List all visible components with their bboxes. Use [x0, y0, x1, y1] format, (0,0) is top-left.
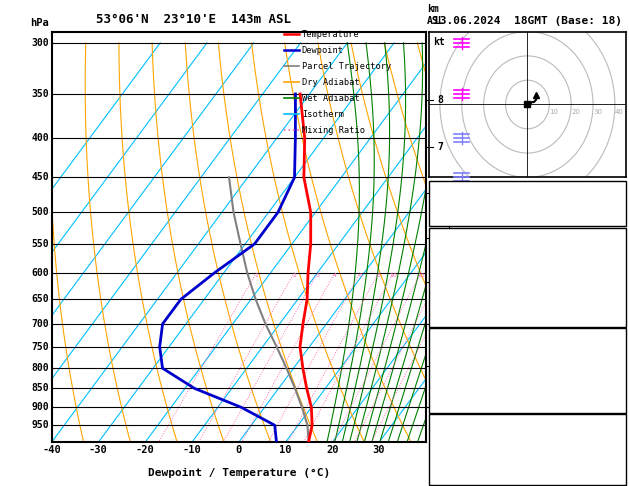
Text: Lifted Index: Lifted Index	[432, 287, 497, 296]
Text: hPa: hPa	[30, 17, 49, 28]
Text: EH: EH	[432, 431, 443, 440]
Text: Mixing Ratio (g/kg): Mixing Ratio (g/kg)	[447, 207, 455, 309]
Text: -10: -10	[182, 445, 201, 455]
Text: 10: 10	[279, 445, 292, 455]
Text: 10: 10	[389, 273, 397, 278]
Text: 160: 160	[607, 387, 623, 396]
Text: Dry Adiabat: Dry Adiabat	[302, 78, 360, 87]
Text: 0: 0	[618, 401, 623, 410]
Text: 300: 300	[31, 38, 49, 48]
Text: 3: 3	[437, 319, 443, 330]
Text: 3: 3	[316, 273, 320, 278]
Text: Wet Adiabat: Wet Adiabat	[302, 94, 360, 103]
Text: 1: 1	[437, 402, 443, 412]
Text: 160: 160	[607, 301, 623, 310]
Text: Parcel Trajectory: Parcel Trajectory	[302, 62, 391, 70]
Text: 0: 0	[618, 315, 623, 324]
Text: 450: 450	[31, 173, 49, 182]
Text: 900: 900	[31, 402, 49, 412]
Text: 1: 1	[254, 273, 259, 278]
Text: 7.9: 7.9	[607, 259, 623, 268]
Text: 307: 307	[607, 359, 623, 368]
Text: 20: 20	[571, 109, 580, 115]
Text: Dewpoint / Temperature (°C): Dewpoint / Temperature (°C)	[148, 468, 330, 478]
Text: θₑ(K): θₑ(K)	[432, 273, 459, 282]
Text: Temp (°C): Temp (°C)	[432, 244, 481, 254]
Text: 700: 700	[31, 319, 49, 329]
Text: K: K	[432, 184, 438, 193]
Text: StmSpd (kt): StmSpd (kt)	[432, 473, 491, 482]
Text: 2: 2	[292, 273, 296, 278]
Text: 5: 5	[437, 233, 443, 243]
Text: 53°06'N  23°10'E  143m ASL: 53°06'N 23°10'E 143m ASL	[96, 13, 291, 26]
Text: -40: -40	[42, 445, 61, 455]
Text: CIN (J): CIN (J)	[432, 401, 470, 410]
Text: © weatheronline.co.uk: © weatheronline.co.uk	[471, 462, 584, 471]
Text: 14.8: 14.8	[602, 244, 623, 254]
Text: PW (cm): PW (cm)	[432, 214, 470, 224]
Text: 13.06.2024  18GMT (Base: 18): 13.06.2024 18GMT (Base: 18)	[433, 16, 622, 26]
Text: 18: 18	[613, 184, 623, 193]
Text: Most Unstable: Most Unstable	[490, 330, 565, 340]
Text: 6: 6	[437, 188, 443, 198]
Text: CAPE (J): CAPE (J)	[432, 387, 475, 396]
Text: -0: -0	[613, 373, 623, 382]
Text: Surface: Surface	[508, 230, 547, 240]
Text: 30: 30	[593, 109, 602, 115]
Text: CAPE (J): CAPE (J)	[432, 301, 475, 310]
Text: 950: 950	[31, 420, 49, 430]
Text: 1.42: 1.42	[602, 214, 623, 224]
Text: 30: 30	[373, 445, 386, 455]
Text: 650: 650	[31, 295, 49, 304]
Text: 4: 4	[333, 273, 337, 278]
Text: SREH: SREH	[432, 445, 454, 454]
Text: 6: 6	[358, 273, 362, 278]
Text: -7: -7	[613, 445, 623, 454]
Text: 19: 19	[613, 473, 623, 482]
Text: 800: 800	[31, 363, 49, 373]
Text: 15: 15	[417, 273, 425, 278]
Text: 8: 8	[437, 95, 443, 104]
Text: 282°: 282°	[602, 459, 623, 468]
Text: Dewp (°C): Dewp (°C)	[432, 259, 481, 268]
Text: 20: 20	[326, 445, 338, 455]
Text: 40: 40	[615, 109, 624, 115]
Text: CIN (J): CIN (J)	[432, 315, 470, 324]
Text: 550: 550	[31, 239, 49, 249]
Text: 400: 400	[31, 133, 49, 143]
Text: Hodograph: Hodograph	[501, 417, 554, 426]
Text: Temperature: Temperature	[302, 30, 360, 38]
Text: Totals Totals: Totals Totals	[432, 199, 502, 208]
Text: 1LCL: 1LCL	[437, 403, 457, 412]
Text: 600: 600	[31, 268, 49, 278]
Text: Isotherm: Isotherm	[302, 110, 344, 119]
Text: Lifted Index: Lifted Index	[432, 373, 497, 382]
Text: θₑ (K): θₑ (K)	[432, 359, 464, 368]
Text: km
ASL: km ASL	[427, 4, 445, 26]
Text: kt: kt	[433, 37, 445, 48]
Text: 0: 0	[236, 445, 242, 455]
Text: Dewpoint: Dewpoint	[302, 46, 344, 54]
Text: -0: -0	[613, 287, 623, 296]
Text: 10: 10	[549, 109, 559, 115]
Text: StmDir: StmDir	[432, 459, 464, 468]
Text: -22: -22	[607, 431, 623, 440]
Text: 307: 307	[607, 273, 623, 282]
Text: 7: 7	[437, 142, 443, 152]
Text: 4: 4	[437, 277, 443, 287]
Text: 51: 51	[613, 199, 623, 208]
Text: 997: 997	[607, 345, 623, 354]
Text: 850: 850	[31, 383, 49, 393]
Text: 2: 2	[437, 361, 443, 371]
Text: -20: -20	[136, 445, 155, 455]
Text: Mixing Ratio: Mixing Ratio	[302, 126, 365, 135]
Text: 500: 500	[31, 208, 49, 217]
Text: 350: 350	[31, 89, 49, 99]
Text: -30: -30	[89, 445, 108, 455]
Text: 750: 750	[31, 342, 49, 352]
Text: 8: 8	[377, 273, 381, 278]
Text: Pressure (mb): Pressure (mb)	[432, 345, 502, 354]
